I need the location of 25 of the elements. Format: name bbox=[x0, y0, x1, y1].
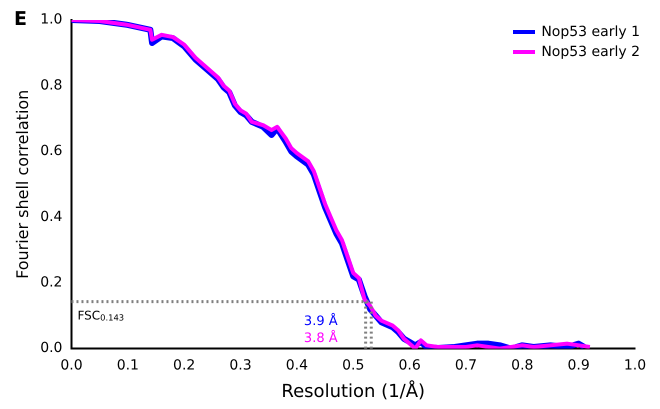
annotation: 3.9 Å bbox=[304, 312, 338, 329]
x-tick-label: 0.8 bbox=[511, 358, 534, 374]
x-tick-label: 0.9 bbox=[568, 358, 590, 374]
x-axis-title: Resolution (1/Å) bbox=[281, 380, 426, 402]
ref-line-label: FSC0.143 bbox=[77, 308, 124, 323]
x-tick-label: 0.1 bbox=[116, 358, 139, 374]
legend-label: Nop53 early 2 bbox=[540, 43, 640, 62]
x-tick-label: 0.6 bbox=[398, 358, 421, 374]
x-tick-label: 0.2 bbox=[173, 358, 196, 374]
y-tick-label: 0.6 bbox=[40, 143, 63, 160]
x-tick-label: 0.5 bbox=[342, 358, 364, 374]
y-tick-label: 0.0 bbox=[40, 340, 62, 356]
legend-label: Nop53 early 1 bbox=[540, 23, 640, 42]
x-tick-label: 0.3 bbox=[229, 358, 252, 374]
x-tick-label: 0.7 bbox=[454, 358, 478, 374]
x-tick-label: 1.0 bbox=[624, 358, 646, 374]
chart-title: E bbox=[14, 8, 27, 30]
y-tick-label: 1.0 bbox=[40, 12, 62, 28]
y-tick-label: 0.8 bbox=[40, 77, 62, 94]
y-tick-label: 0.4 bbox=[40, 208, 63, 225]
annotation: 3.8 Å bbox=[304, 328, 338, 346]
y-tick-label: 0.2 bbox=[40, 274, 62, 291]
x-tick-label: 0.0 bbox=[60, 358, 83, 374]
x-tick-label: 0.4 bbox=[286, 358, 308, 374]
y-axis-title: Fourier shell correlation bbox=[12, 90, 32, 279]
